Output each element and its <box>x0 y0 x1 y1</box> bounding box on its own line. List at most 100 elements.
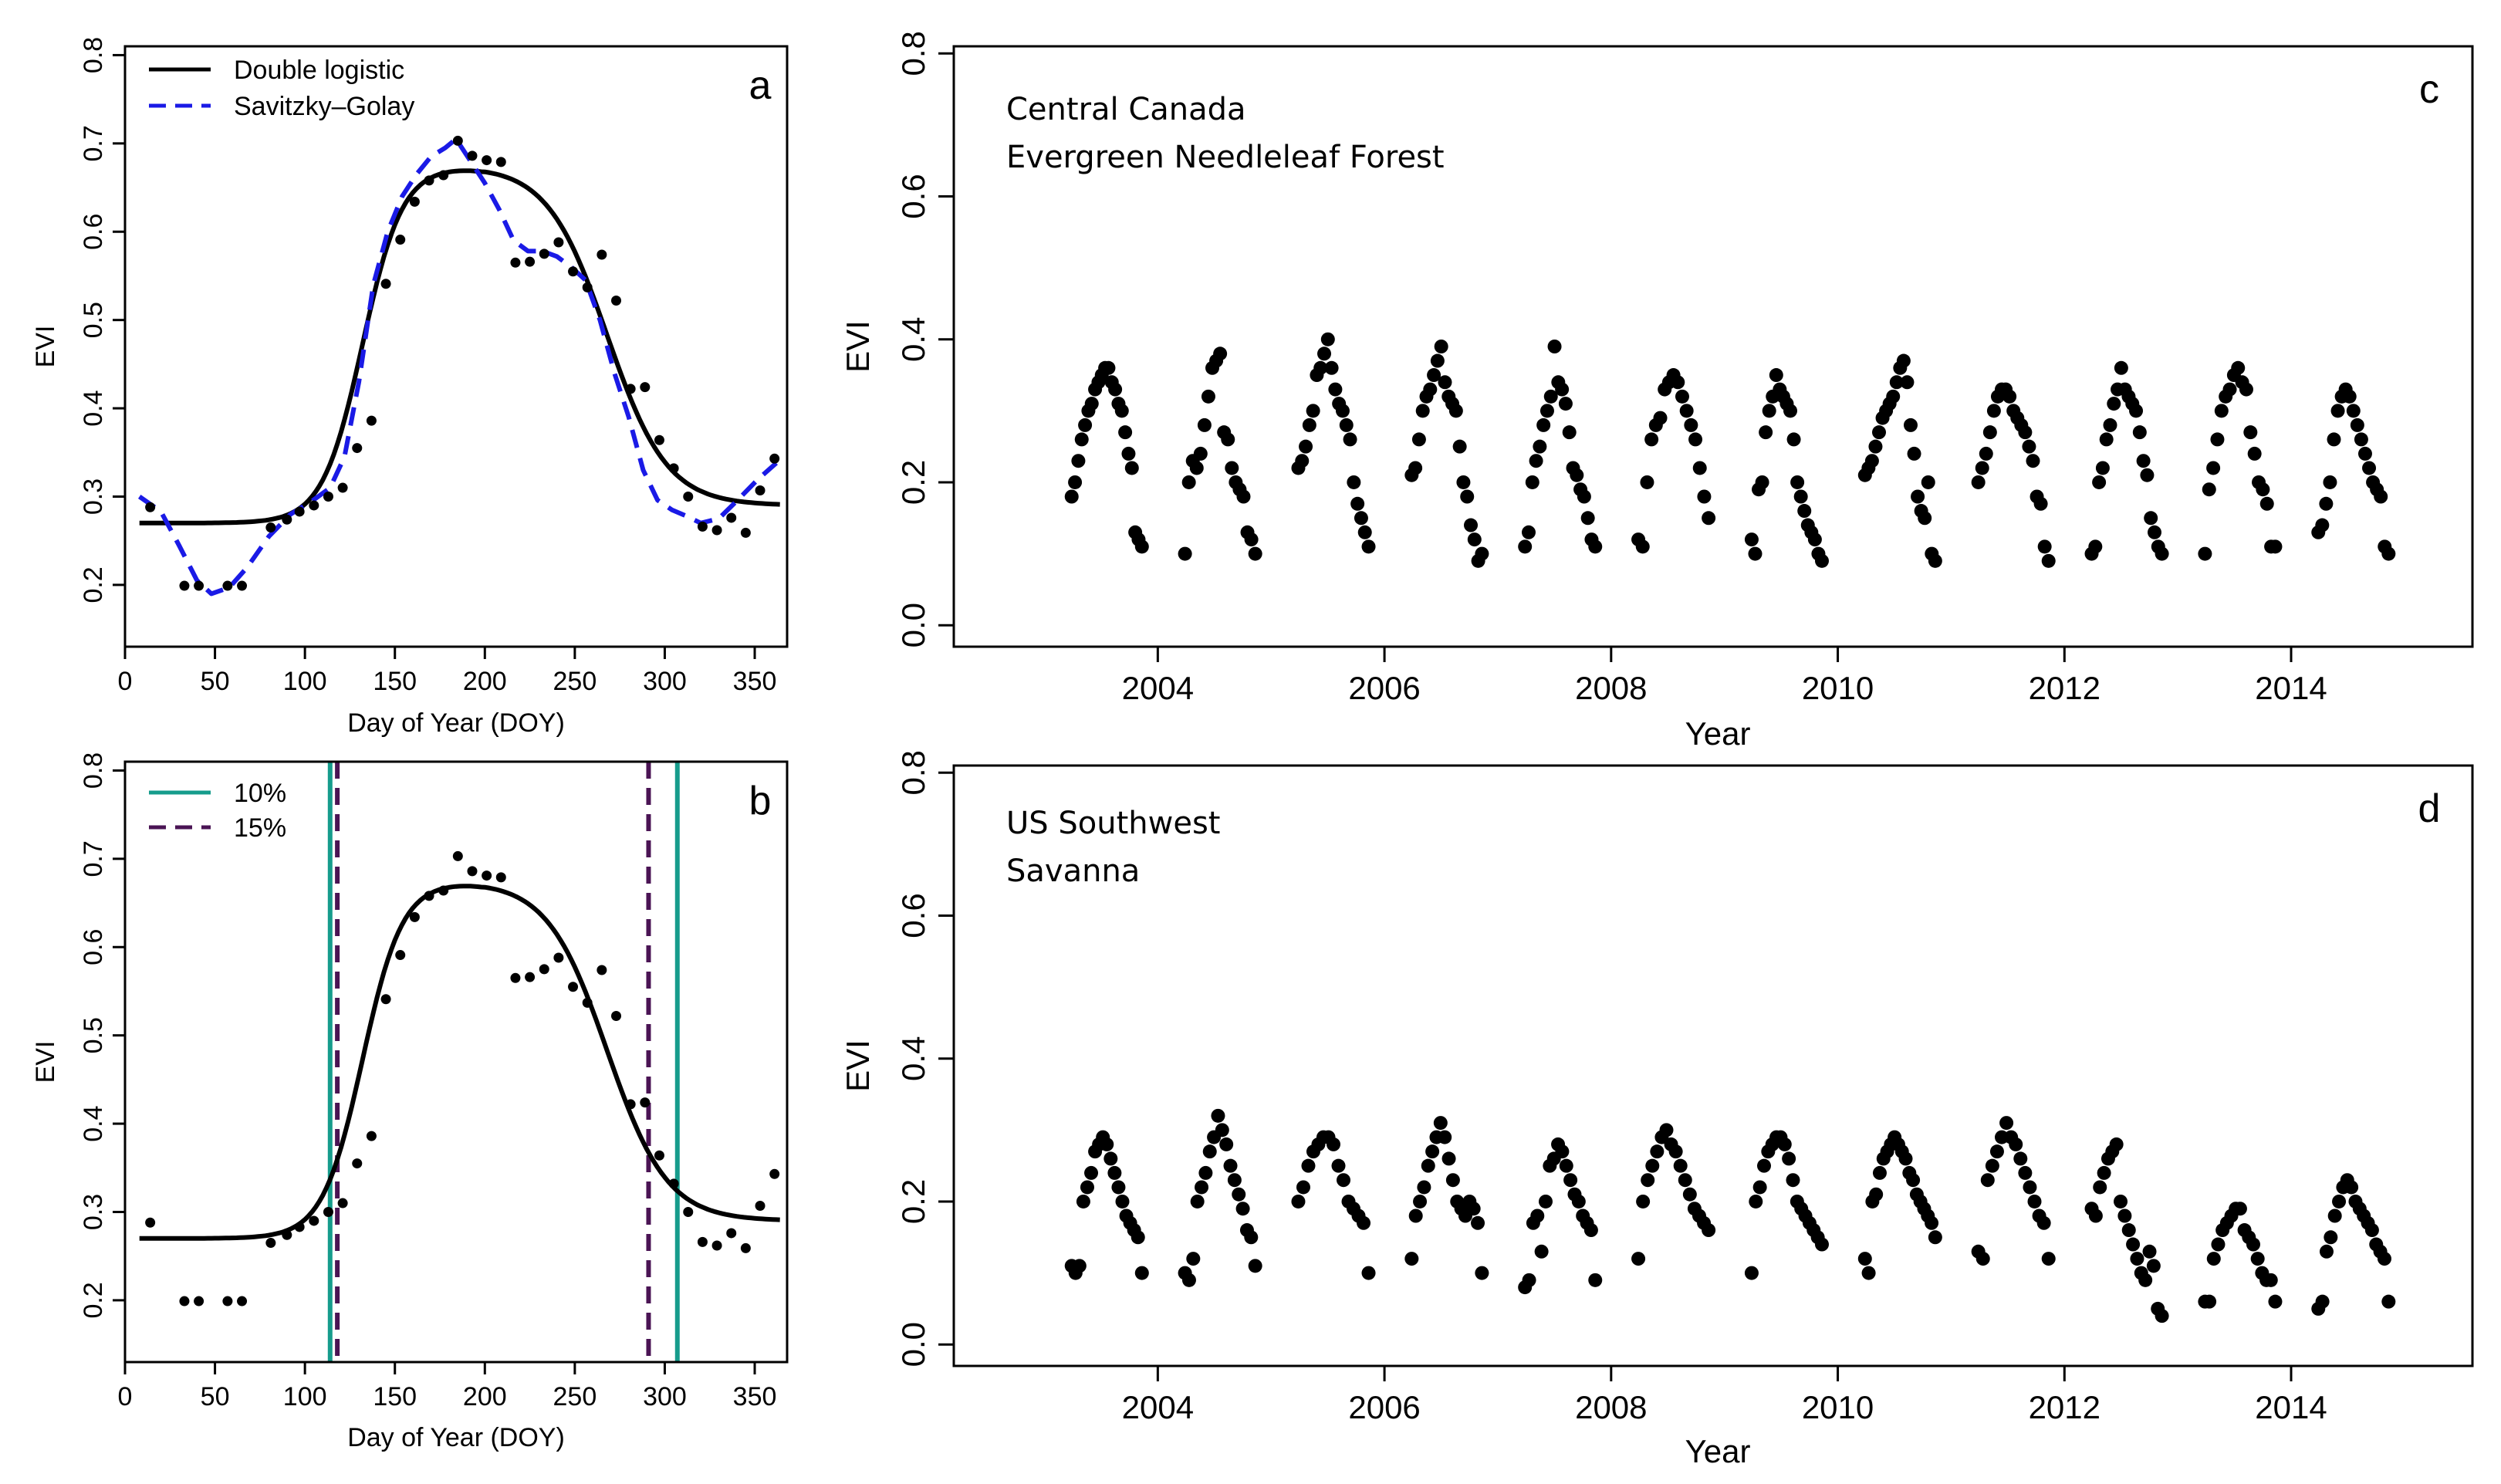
y-tick-label: 0.4 <box>79 1105 108 1141</box>
evi-point <box>1244 1230 1259 1245</box>
evi-point <box>1999 1116 2014 1131</box>
evi-point <box>1518 539 1533 554</box>
evi-point <box>1415 404 1430 418</box>
evi-point <box>1084 397 1099 411</box>
y-tick-label: 0.0 <box>895 1322 931 1367</box>
x-tick-label: 0 <box>118 667 133 696</box>
evi-point <box>194 580 204 591</box>
evi-point <box>1872 1165 1887 1180</box>
evi-point <box>1076 1194 1090 1208</box>
evi-point <box>294 506 305 517</box>
evi-point <box>1636 1194 1651 1208</box>
evi-point <box>1645 1158 1660 1173</box>
panel-a-legend: Double logistic Savitzky–Golay <box>149 56 414 121</box>
evi-point <box>1757 1158 1772 1173</box>
y-tick-label: 0.6 <box>79 214 108 250</box>
evi-point <box>726 1228 737 1239</box>
evi-point <box>1755 475 1769 489</box>
evi-point <box>1306 404 1320 418</box>
evi-point <box>1673 1158 1688 1173</box>
evi-point <box>2202 1294 2217 1309</box>
evi-point <box>510 972 521 983</box>
x-tick-label: 2004 <box>1122 1389 1194 1425</box>
evi-point <box>1181 475 1196 489</box>
evi-point <box>1762 404 1776 418</box>
evi-point <box>2140 468 2155 482</box>
evi-point <box>2121 1223 2136 1238</box>
evi-point <box>1971 475 1986 489</box>
evi-point <box>1202 1144 1217 1159</box>
evi-point <box>1659 1123 1674 1138</box>
evi-point <box>1438 375 1452 390</box>
evi-point <box>2129 404 2144 418</box>
evi-point <box>2323 475 2337 489</box>
evi-point <box>1198 1165 1213 1180</box>
evi-point <box>2132 425 2147 440</box>
evi-point <box>1408 1208 1423 1223</box>
y-tick-label: 0.5 <box>79 302 108 338</box>
evi-point <box>1684 417 1698 432</box>
evi-point <box>2377 1252 2391 1266</box>
evi-point <box>395 950 406 961</box>
x-tick-label: 2006 <box>1348 1389 1420 1425</box>
evi-point <box>1563 1173 1578 1188</box>
evi-point <box>1644 432 1659 447</box>
evi-point <box>1108 382 1123 397</box>
evi-point <box>611 1011 622 1022</box>
evi-point <box>1296 1180 1310 1195</box>
evi-point <box>654 1150 664 1161</box>
evi-point <box>1641 1173 1655 1188</box>
evi-point <box>395 235 406 245</box>
evi-point <box>2350 417 2364 432</box>
evi-point <box>1906 1173 1921 1188</box>
evi-point <box>683 492 694 502</box>
evi-point <box>1571 1194 1586 1208</box>
evi-point <box>1748 546 1763 561</box>
x-tick-label: 2008 <box>1575 670 1647 706</box>
y-tick-label: 0.8 <box>79 752 108 789</box>
evi-point <box>1181 1273 1196 1287</box>
evi-point <box>625 1099 636 1110</box>
evi-point <box>1547 340 1562 353</box>
legend-label-10-percent: 10% <box>234 779 286 808</box>
evi-point <box>438 885 449 896</box>
evi-point <box>145 502 156 512</box>
panel-d: 2004 2006 2008 2010 2012 20140.00.20.40.60.8 … <box>840 750 2474 1469</box>
evi-point <box>337 482 348 493</box>
evi-point <box>1861 1266 1876 1280</box>
evi-point <box>2117 1208 2132 1223</box>
evi-point <box>1201 389 1215 404</box>
evi-point <box>625 384 636 394</box>
panel-a-frame <box>123 45 789 648</box>
evi-point <box>2088 1208 2103 1223</box>
evi-point <box>1441 1151 1456 1166</box>
evi-point <box>2095 461 2110 475</box>
evi-point <box>1434 340 1448 353</box>
evi-point <box>1986 404 2001 418</box>
evi-point <box>1100 1137 1114 1151</box>
panel-c: 2004 2006 2008 2010 2012 20140.00.20.40.60.8 … <box>840 31 2474 752</box>
evi-point <box>1752 1180 1767 1195</box>
evi-point <box>2239 382 2253 397</box>
evi-point <box>1121 446 1136 461</box>
x-tick-label: 50 <box>201 667 230 696</box>
evi-point <box>1886 389 1901 404</box>
evi-point <box>1335 404 1350 418</box>
evi-point <box>1588 1273 1603 1287</box>
evi-point <box>1702 1223 1716 1238</box>
evi-point <box>769 453 780 464</box>
y-tick-label: 0.3 <box>79 478 108 515</box>
legend-label-double-logistic: Double logistic <box>234 56 404 85</box>
evi-point <box>495 872 506 883</box>
legend-label-15-percent: 15% <box>234 813 286 843</box>
evi-point <box>1898 1151 1913 1166</box>
evi-point <box>2381 1294 2396 1309</box>
evi-point <box>1635 539 1650 554</box>
evi-point <box>452 850 463 861</box>
evi-point <box>2364 1223 2379 1238</box>
double-logistic-curve <box>139 168 780 526</box>
evi-point <box>1697 489 1712 504</box>
evi-point <box>1668 1144 1683 1159</box>
panel-b: 0 50 100 150 200 250 300 350 0.2 0.3 0.4 0.5 0.6 0.7 0… <box>31 752 789 1452</box>
evi-point <box>1213 346 1228 361</box>
